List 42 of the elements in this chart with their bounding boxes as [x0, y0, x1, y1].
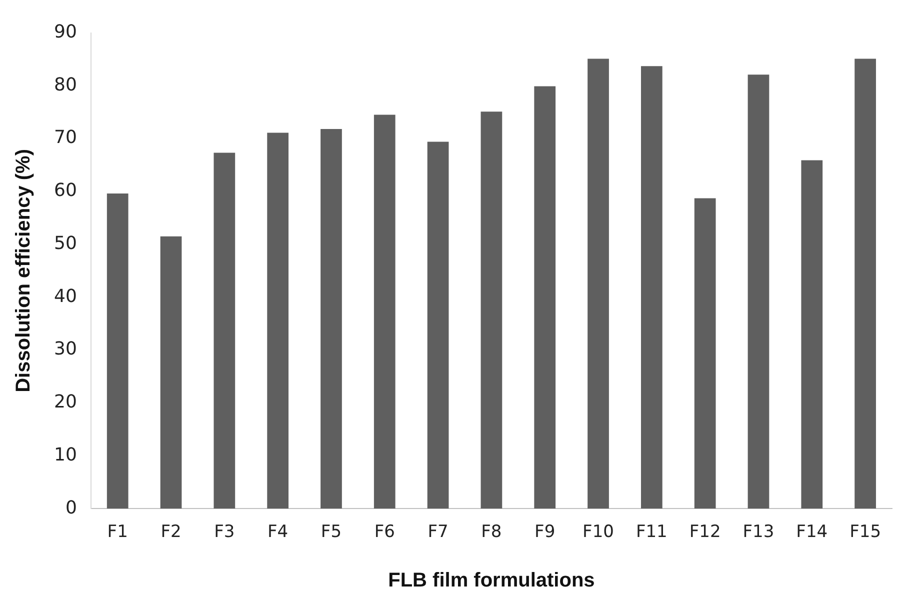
x-tick-label: F8	[481, 522, 502, 542]
x-tick-label: F14	[796, 522, 828, 542]
bar	[320, 129, 342, 509]
x-axis-title: FLB film formulations	[388, 570, 595, 592]
bar	[427, 142, 449, 509]
x-tick-label: F9	[534, 522, 556, 542]
y-tick-label: 90	[54, 21, 77, 42]
bar	[854, 58, 876, 509]
x-tick-label: F11	[636, 522, 668, 542]
x-tick-label: F5	[320, 522, 342, 542]
y-tick-label: 0	[65, 497, 77, 518]
bar	[480, 112, 502, 509]
x-tick-label: F10	[582, 522, 614, 542]
y-tick-label: 30	[54, 338, 77, 360]
x-tick-label: F2	[160, 522, 182, 542]
y-axis-title: Dissolution efficiency (%)	[12, 149, 35, 392]
y-tick-label: 70	[54, 127, 77, 148]
y-tick-label: 40	[54, 286, 77, 307]
y-tick-label: 50	[54, 232, 77, 254]
x-tick-label: F6	[374, 522, 395, 542]
bar	[534, 86, 556, 509]
bar	[640, 66, 662, 509]
bar	[801, 160, 823, 509]
x-tick-label: F4	[268, 522, 288, 542]
y-tick-label: 20	[54, 392, 77, 413]
bar	[214, 152, 236, 509]
x-tick-label: F3	[214, 522, 235, 542]
y-tick-label: 80	[54, 74, 77, 96]
bar	[374, 114, 396, 509]
bar	[588, 58, 609, 509]
x-tick-label: F12	[689, 522, 721, 542]
bar	[106, 194, 128, 509]
y-tick-label: 10	[54, 444, 77, 466]
bar	[748, 74, 770, 509]
y-tick-label: 60	[54, 180, 77, 202]
x-tick-label: F1	[107, 522, 128, 542]
bar	[267, 132, 289, 509]
x-tick-label: F13	[742, 522, 774, 542]
x-tick-label: F15	[850, 522, 882, 542]
bar	[160, 236, 182, 509]
x-tick-label: F7	[428, 522, 448, 542]
bar	[694, 198, 716, 509]
